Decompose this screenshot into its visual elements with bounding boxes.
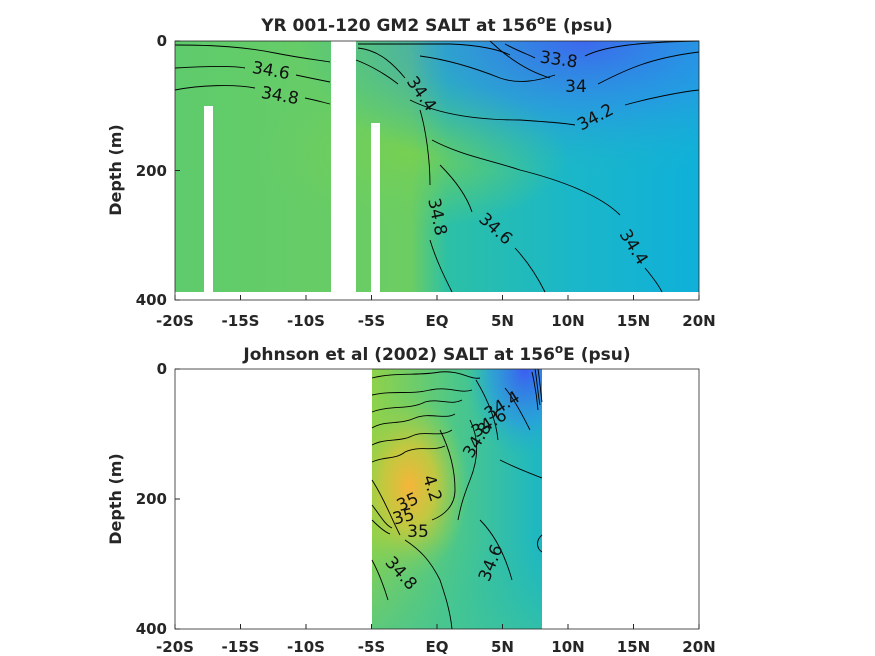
contour-line	[174, 44, 331, 63]
bottom-panel-title: Johnson et al (2002) SALT at 156oE (psu)	[242, 342, 630, 365]
bottom-y-axis-label: Depth (m)	[106, 453, 125, 545]
contour-line	[537, 534, 543, 553]
contour-line	[355, 59, 399, 85]
contour-line	[371, 413, 456, 429]
x-tick-label: EQ	[426, 638, 449, 656]
contour-line	[371, 388, 473, 396]
y-tick-label: 400	[136, 291, 167, 309]
y-tick-label: 200	[136, 490, 167, 508]
top-x-ticks	[174, 295, 700, 300]
top-panel: YR 001-120 GM2 SALT at 156oE (psu)	[106, 13, 716, 330]
contour-line	[514, 247, 546, 293]
x-tick-label: EQ	[426, 312, 449, 330]
contour-line	[371, 445, 446, 463]
bottom-x-ticks	[174, 624, 700, 629]
contour-line	[537, 368, 543, 403]
contour-line	[371, 399, 463, 413]
bottom-contour-lines	[371, 368, 543, 630]
contour-line	[499, 459, 543, 479]
contour-line	[597, 51, 700, 85]
contour-line	[584, 40, 700, 57]
mask-column	[204, 106, 213, 300]
contour-line	[295, 74, 331, 83]
contour-line	[371, 371, 481, 379]
contour-line	[371, 429, 453, 446]
y-tick-label: 200	[136, 162, 167, 180]
contour-line	[531, 371, 539, 411]
contour-line	[431, 139, 621, 216]
x-tick-label: -20S	[156, 638, 194, 656]
mask-column	[371, 123, 380, 300]
x-tick-label: 10N	[551, 638, 584, 656]
x-tick-label: -10S	[287, 312, 325, 330]
top-x-tick-labels: -20S -15S -10S -5S EQ 5N 10N 15N 20N	[156, 312, 716, 330]
x-tick-label: 20N	[682, 312, 715, 330]
bottom-y-ticks	[175, 368, 180, 630]
top-contour-lines	[174, 40, 700, 293]
contour-line	[439, 164, 473, 213]
x-tick-label: 15N	[617, 312, 650, 330]
top-panel-title: YR 001-120 GM2 SALT at 156oE (psu)	[260, 13, 613, 36]
y-tick-label: 400	[136, 620, 167, 638]
contour-line	[429, 239, 453, 293]
contour-line	[479, 519, 513, 581]
contour-line	[174, 66, 246, 69]
contour-line	[431, 429, 456, 521]
x-tick-label: -5S	[358, 312, 385, 330]
mask-column	[331, 41, 356, 300]
contour-line	[371, 479, 401, 536]
contour-line	[644, 267, 663, 293]
top-y-axis-label: Depth (m)	[106, 124, 125, 216]
x-tick-label: 5N	[491, 638, 514, 656]
contour-line	[409, 99, 576, 126]
contour-line	[371, 519, 391, 535]
contour-line	[504, 43, 536, 59]
contour-line	[371, 504, 393, 529]
contour-label: 34	[565, 77, 587, 97]
x-tick-label: -20S	[156, 312, 194, 330]
contour-line	[475, 379, 499, 441]
contour-line	[357, 43, 511, 56]
x-tick-label: 20N	[682, 638, 715, 656]
top-y-tick-labels: 0 200 400	[136, 32, 167, 309]
bottom-x-tick-labels: -20S -15S -10S -5S EQ 5N 10N 15N 20N	[156, 638, 716, 656]
x-tick-label: 15N	[617, 638, 650, 656]
contour-line	[504, 387, 531, 431]
bottom-y-tick-labels: 0 200 400	[136, 360, 167, 638]
x-tick-label: -15S	[222, 312, 260, 330]
x-tick-label: -5S	[358, 638, 385, 656]
contour-line	[419, 55, 556, 82]
contour-line	[624, 89, 700, 106]
bottom-salinity-field	[372, 369, 542, 629]
y-tick-label: 0	[157, 32, 167, 50]
contour-line	[357, 47, 406, 79]
x-tick-label: -10S	[287, 638, 325, 656]
contour-line	[457, 419, 478, 521]
contour-line	[404, 539, 453, 630]
contour-line	[371, 559, 389, 601]
contour-line	[304, 97, 331, 105]
top-masked-columns	[204, 41, 380, 300]
contour-line	[489, 40, 551, 79]
contour-line	[419, 109, 431, 186]
x-tick-label: 5N	[491, 312, 514, 330]
contour-label: 35	[407, 522, 429, 542]
x-tick-label: 10N	[551, 312, 584, 330]
top-salinity-field	[175, 41, 699, 300]
contour-line	[174, 85, 256, 91]
bottom-panel: Johnson et al (2002) SALT at 156oE (psu)	[106, 342, 716, 656]
x-tick-label: -15S	[222, 638, 260, 656]
y-tick-label: 0	[157, 360, 167, 378]
top-y-ticks	[175, 40, 180, 301]
contour-line	[534, 368, 541, 406]
